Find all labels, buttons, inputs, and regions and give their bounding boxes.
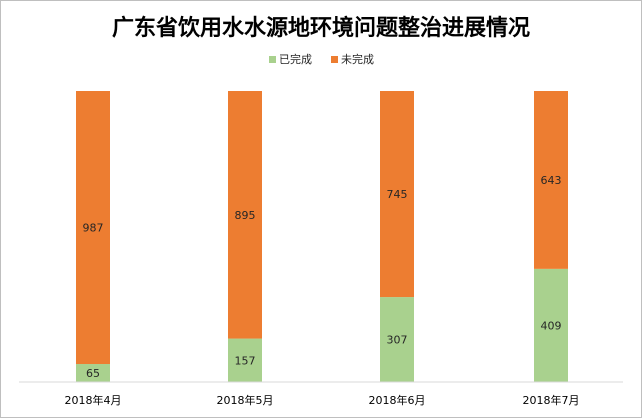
data-label-1-3: 643 [541,174,562,187]
data-label-0-2: 307 [387,334,408,347]
x-tick-label-3: 2018年7月 [523,393,580,407]
bar-1-2 [380,91,414,298]
data-label-1-2: 745 [387,188,408,201]
data-label-1-0: 987 [83,222,104,235]
bar-1-0 [76,91,110,365]
data-label-0-1: 157 [235,354,256,367]
data-label-0-0: 65 [86,367,100,380]
bar-0-1 [228,338,262,382]
legend: 已完成 未完成 [269,52,374,66]
bar-0-3 [534,268,568,382]
x-tick-label-0: 2018年4月 [65,393,122,407]
data-label-1-1: 895 [235,209,256,222]
x-tick-label-2: 2018年6月 [369,393,426,407]
legend-label-1: 未完成 [341,52,374,66]
legend-label-0: 已完成 [279,52,312,66]
bar-1-1 [228,91,262,339]
bar-0-0 [76,364,110,382]
x-axis-ticks: 2018年4月 2018年5月 2018年6月 2018年7月 [65,393,580,407]
chart-title: 广东省饮用水水源地环境问题整治进展情况 [112,15,530,41]
x-tick-label-1: 2018年5月 [217,393,274,407]
bar-1-3 [534,91,568,269]
bar-0-2 [380,297,414,382]
legend-swatch-1 [331,56,338,63]
plot-area: 65 987 157 895 307 745 409 643 [76,91,568,382]
data-label-0-3: 409 [541,319,562,332]
legend-swatch-0 [269,56,276,63]
